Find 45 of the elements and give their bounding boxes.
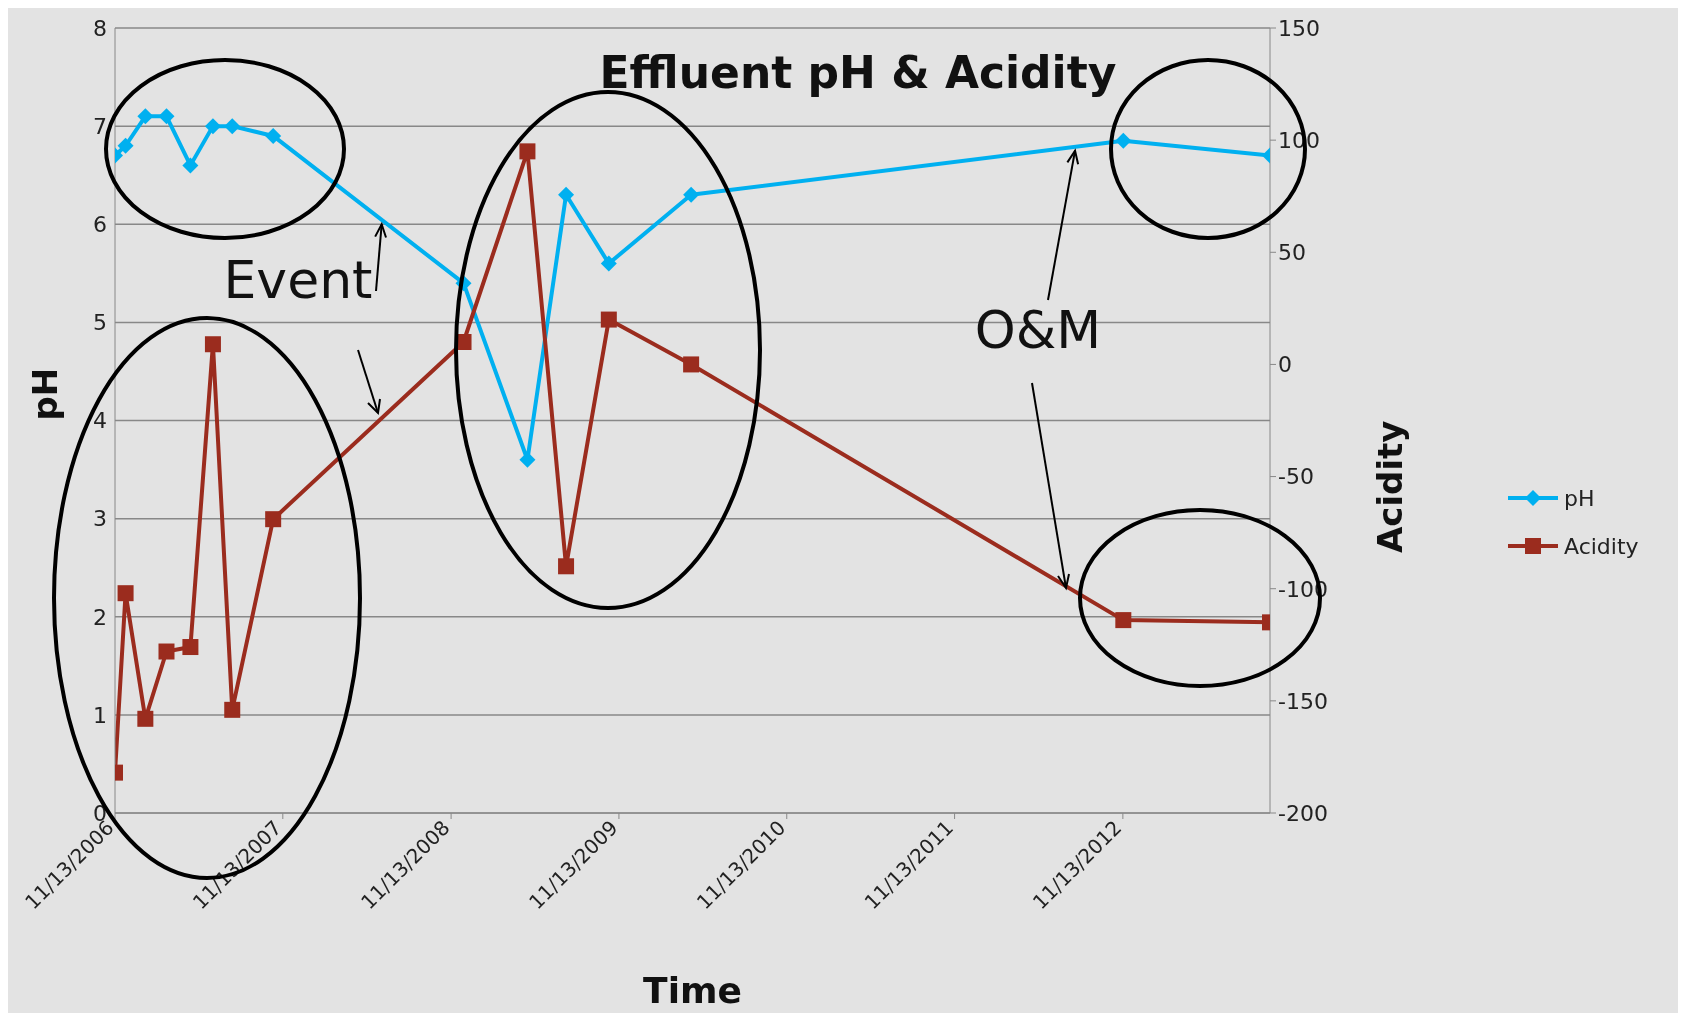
point bbox=[137, 710, 154, 727]
x-axis-title: Time bbox=[643, 970, 742, 1011]
y-axis-title: pH bbox=[25, 367, 66, 421]
y-tick-label: 8 bbox=[93, 15, 107, 41]
text: Effluent pH & Acidity bbox=[599, 47, 1117, 98]
y-tick-label: 5 bbox=[93, 310, 107, 336]
y-tick-label: 4 bbox=[93, 408, 107, 434]
point bbox=[224, 118, 241, 135]
point bbox=[158, 643, 175, 660]
point bbox=[117, 585, 134, 602]
point bbox=[683, 356, 700, 373]
point bbox=[224, 701, 241, 718]
point bbox=[558, 186, 575, 203]
point bbox=[600, 311, 617, 328]
y2-tick-label: 0 bbox=[1278, 352, 1292, 378]
point bbox=[158, 108, 175, 125]
y2-axis-title: Acidity bbox=[1370, 420, 1411, 554]
point bbox=[519, 143, 536, 160]
point bbox=[117, 137, 134, 154]
annotation: O&M bbox=[974, 300, 1102, 360]
point bbox=[265, 127, 282, 144]
point bbox=[182, 639, 199, 656]
point bbox=[137, 108, 154, 125]
point bbox=[558, 558, 575, 575]
y2-tick-label: 150 bbox=[1278, 15, 1320, 41]
y-tick-label: 6 bbox=[93, 212, 107, 238]
legend-label: Acidity bbox=[1564, 534, 1639, 559]
y-tick-label: 2 bbox=[93, 604, 107, 630]
point bbox=[204, 336, 221, 353]
point bbox=[600, 255, 617, 272]
y-tick-label: 3 bbox=[93, 506, 107, 532]
point bbox=[1115, 132, 1132, 149]
point bbox=[204, 118, 221, 135]
y2-tick-label: 50 bbox=[1278, 240, 1306, 266]
y-tick-label: 1 bbox=[93, 702, 107, 728]
legend-label: pH bbox=[1564, 486, 1595, 511]
point bbox=[1115, 612, 1132, 629]
y2-tick-label: -200 bbox=[1278, 800, 1328, 826]
y2-tick-label: -50 bbox=[1278, 464, 1314, 490]
y2-tick-label: -150 bbox=[1278, 688, 1328, 714]
point bbox=[683, 186, 700, 203]
point bbox=[265, 511, 282, 528]
y-tick-label: 7 bbox=[93, 113, 107, 139]
annotation: Event bbox=[223, 250, 373, 310]
point bbox=[182, 157, 199, 174]
